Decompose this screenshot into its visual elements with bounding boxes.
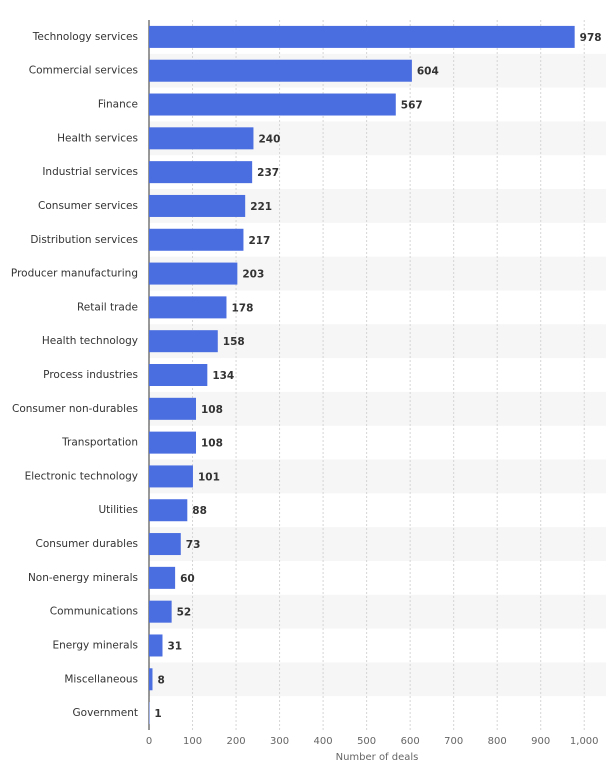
- value-label: 8: [157, 674, 164, 686]
- bar: [149, 25, 575, 48]
- y-tick-label: Utilities: [98, 504, 138, 516]
- bar: [149, 634, 163, 657]
- bar: [149, 668, 153, 691]
- value-label: 52: [177, 607, 192, 619]
- y-tick-label: Process industries: [43, 369, 138, 381]
- value-label: 31: [167, 640, 182, 652]
- bar: [149, 330, 218, 353]
- value-label: 60: [180, 573, 195, 585]
- bar: [149, 93, 396, 116]
- bar: [149, 499, 188, 522]
- bar: [149, 296, 227, 319]
- x-tick-label: 900: [531, 736, 550, 747]
- y-tick-label: Retail trade: [77, 301, 138, 313]
- y-tick-label: Consumer non-durables: [12, 403, 138, 415]
- row-stripe: [149, 527, 606, 561]
- value-label: 158: [223, 336, 245, 348]
- y-tick-label: Health technology: [42, 335, 138, 347]
- bar: [149, 59, 412, 82]
- x-axis-title: Number of deals: [336, 752, 419, 761]
- x-tick-label: 1,000: [570, 736, 599, 747]
- row-stripe: [149, 459, 606, 494]
- bar: [149, 262, 238, 285]
- bar: [149, 127, 254, 150]
- value-label: 978: [580, 32, 602, 44]
- x-tick-label: 500: [357, 736, 376, 747]
- value-label: 217: [248, 235, 270, 247]
- x-tick-label: 800: [488, 736, 507, 747]
- y-tick-label: Miscellaneous: [64, 673, 138, 685]
- value-label: 101: [198, 471, 220, 483]
- y-tick-label: Non-energy minerals: [28, 572, 138, 584]
- value-label: 178: [231, 302, 253, 314]
- value-label: 567: [401, 100, 423, 112]
- bar: [149, 364, 208, 386]
- x-tick-label: 300: [270, 736, 289, 747]
- row-stripe: [149, 324, 606, 359]
- bar: [149, 533, 181, 556]
- bar: [149, 465, 193, 488]
- x-tick-label: 0: [146, 736, 152, 747]
- value-label: 134: [212, 370, 234, 382]
- value-label: 237: [257, 167, 279, 179]
- row-stripe: [149, 391, 606, 426]
- y-tick-label: Producer manufacturing: [11, 268, 138, 280]
- y-tick-label: Consumer services: [38, 200, 138, 212]
- bar: [149, 161, 253, 184]
- y-tick-label: Communications: [50, 606, 138, 618]
- value-label: 108: [201, 438, 223, 450]
- y-tick-label: Distribution services: [30, 234, 138, 246]
- y-tick-label: Commercial services: [29, 65, 138, 77]
- y-tick-label: Technology services: [32, 31, 138, 43]
- value-label: 604: [417, 66, 439, 78]
- row-stripe: [149, 594, 606, 629]
- y-tick-label: Health services: [57, 132, 138, 144]
- x-tick-label: 200: [227, 736, 246, 747]
- y-tick-label: Industrial services: [42, 166, 138, 178]
- value-label: 108: [201, 404, 223, 416]
- y-tick-label: Finance: [98, 99, 138, 111]
- y-tick-label: Transportation: [61, 437, 138, 449]
- bar: [149, 566, 176, 589]
- value-label: 73: [186, 539, 201, 551]
- value-label: 221: [250, 201, 272, 213]
- bar: [149, 397, 197, 420]
- y-tick-label: Energy minerals: [53, 639, 139, 651]
- value-label: 240: [258, 133, 280, 145]
- x-tick-label: 100: [183, 736, 202, 747]
- value-label: 88: [192, 505, 207, 517]
- x-tick-label: 400: [314, 736, 333, 747]
- y-tick-label: Government: [73, 707, 138, 719]
- bar: [149, 228, 244, 251]
- value-label: 203: [242, 269, 264, 281]
- bar: [149, 194, 246, 217]
- y-tick-label: Consumer durables: [36, 538, 138, 550]
- row-stripe: [149, 662, 606, 697]
- y-tick-label: Electronic technology: [25, 470, 138, 482]
- bar: [149, 431, 197, 454]
- x-tick-label: 600: [401, 736, 420, 747]
- value-label: 1: [154, 708, 161, 720]
- bar: [149, 600, 172, 623]
- x-tick-label: 700: [444, 736, 463, 747]
